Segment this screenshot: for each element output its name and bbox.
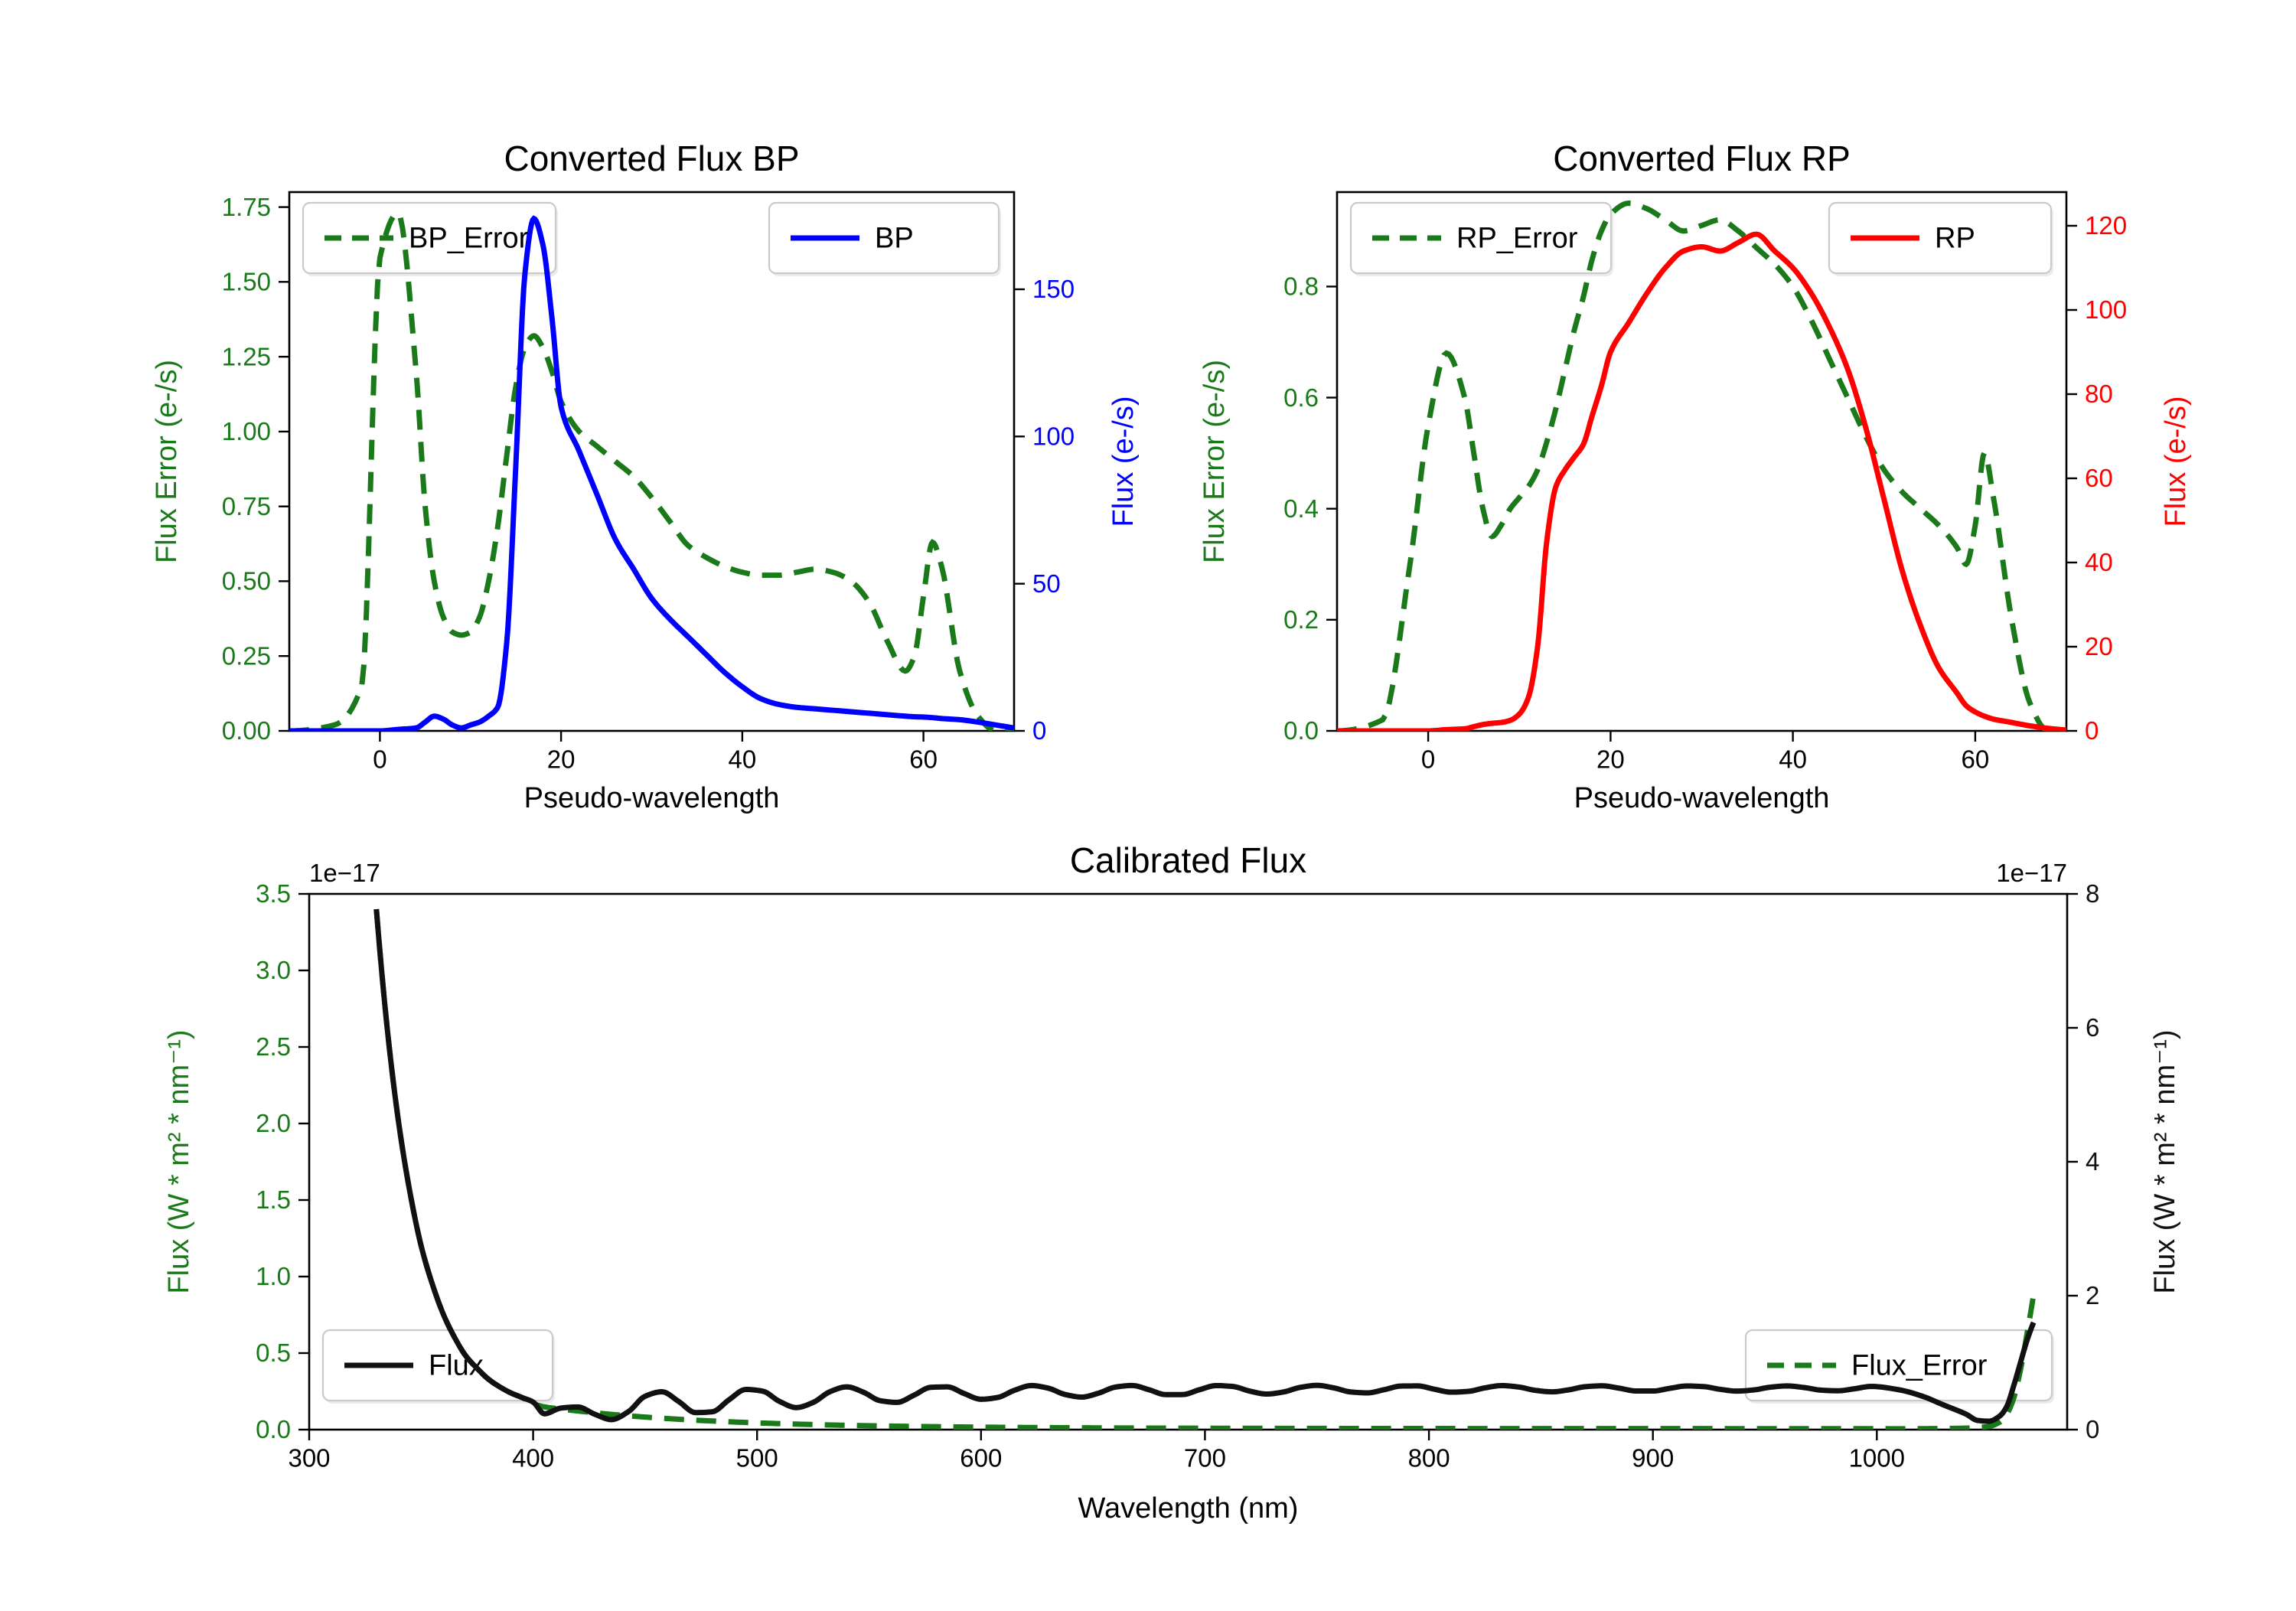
- svg-text:0: 0: [2085, 716, 2099, 745]
- svg-text:700: 700: [1184, 1444, 1226, 1472]
- svg-text:400: 400: [512, 1444, 554, 1472]
- svg-text:150: 150: [1032, 275, 1075, 303]
- svg-text:1.5: 1.5: [256, 1185, 291, 1214]
- svg-text:20: 20: [547, 745, 576, 774]
- svg-text:Flux (W * m² * nm⁻¹): Flux (W * m² * nm⁻¹): [163, 1029, 195, 1293]
- svg-text:100: 100: [2085, 295, 2127, 324]
- svg-text:0.8: 0.8: [1283, 272, 1319, 301]
- svg-text:Converted Flux BP: Converted Flux BP: [504, 139, 799, 178]
- svg-text:Flux_Error: Flux_Error: [1851, 1350, 1988, 1382]
- svg-text:2: 2: [2086, 1281, 2099, 1309]
- svg-text:800: 800: [1408, 1444, 1450, 1472]
- svg-text:60: 60: [1962, 745, 1990, 774]
- svg-text:40: 40: [2085, 548, 2113, 576]
- svg-text:1.50: 1.50: [222, 268, 271, 296]
- svg-text:Pseudo-wavelength: Pseudo-wavelength: [1574, 782, 1830, 814]
- svg-text:8: 8: [2086, 879, 2099, 908]
- svg-text:Flux (W * m² * nm⁻¹): Flux (W * m² * nm⁻¹): [2149, 1029, 2181, 1293]
- svg-text:20: 20: [1596, 745, 1625, 774]
- svg-text:Calibrated Flux: Calibrated Flux: [1070, 840, 1306, 880]
- svg-text:BP_Error: BP_Error: [409, 223, 529, 255]
- svg-text:6: 6: [2086, 1013, 2099, 1042]
- svg-text:600: 600: [960, 1444, 1002, 1472]
- svg-text:0.5: 0.5: [256, 1339, 291, 1367]
- svg-text:120: 120: [2085, 211, 2127, 240]
- svg-text:3.5: 3.5: [256, 879, 291, 908]
- svg-text:500: 500: [736, 1444, 778, 1472]
- svg-text:40: 40: [1779, 745, 1807, 774]
- svg-text:0.75: 0.75: [222, 492, 271, 520]
- svg-text:2.0: 2.0: [256, 1109, 291, 1137]
- svg-text:0.2: 0.2: [1283, 605, 1319, 634]
- svg-text:4: 4: [2086, 1147, 2099, 1176]
- svg-text:0.6: 0.6: [1283, 383, 1319, 412]
- svg-text:40: 40: [729, 745, 757, 774]
- svg-text:0: 0: [1032, 716, 1046, 745]
- svg-text:300: 300: [288, 1444, 330, 1472]
- svg-text:Flux Error (e-/s): Flux Error (e-/s): [151, 360, 183, 563]
- svg-text:60: 60: [2085, 464, 2113, 492]
- svg-text:50: 50: [1032, 569, 1061, 598]
- svg-text:0.4: 0.4: [1283, 494, 1319, 523]
- svg-text:0.0: 0.0: [256, 1415, 291, 1443]
- svg-text:3.0: 3.0: [256, 956, 291, 984]
- svg-text:1e−17: 1e−17: [309, 859, 380, 887]
- svg-text:0.50: 0.50: [222, 567, 271, 595]
- svg-text:0: 0: [2086, 1415, 2099, 1443]
- svg-text:2.5: 2.5: [256, 1032, 291, 1061]
- svg-text:20: 20: [2085, 632, 2113, 660]
- svg-text:1.0: 1.0: [256, 1262, 291, 1290]
- svg-text:80: 80: [2085, 380, 2113, 408]
- svg-text:BP: BP: [875, 223, 914, 255]
- svg-text:Flux (e-/s): Flux (e-/s): [1107, 396, 1140, 527]
- svg-text:0: 0: [373, 745, 386, 774]
- svg-text:1e−17: 1e−17: [1996, 859, 2067, 887]
- svg-text:Flux Error (e-/s): Flux Error (e-/s): [1199, 360, 1231, 563]
- svg-text:100: 100: [1032, 422, 1075, 451]
- svg-text:Converted Flux RP: Converted Flux RP: [1553, 139, 1851, 178]
- svg-text:0.00: 0.00: [222, 716, 271, 745]
- svg-text:RP_Error: RP_Error: [1456, 223, 1578, 255]
- svg-text:Wavelength (nm): Wavelength (nm): [1078, 1492, 1299, 1525]
- svg-text:0.25: 0.25: [222, 641, 271, 670]
- svg-text:RP: RP: [1935, 223, 1975, 255]
- svg-text:1.00: 1.00: [222, 417, 271, 445]
- svg-text:0.0: 0.0: [1283, 716, 1319, 745]
- svg-text:1.25: 1.25: [222, 342, 271, 370]
- svg-text:1000: 1000: [1849, 1444, 1905, 1472]
- svg-text:Flux (e-/s): Flux (e-/s): [2160, 396, 2192, 527]
- svg-text:Pseudo-wavelength: Pseudo-wavelength: [524, 782, 780, 814]
- svg-text:1.75: 1.75: [222, 193, 271, 221]
- svg-text:900: 900: [1632, 1444, 1674, 1472]
- svg-text:60: 60: [909, 745, 938, 774]
- svg-text:0: 0: [1421, 745, 1435, 774]
